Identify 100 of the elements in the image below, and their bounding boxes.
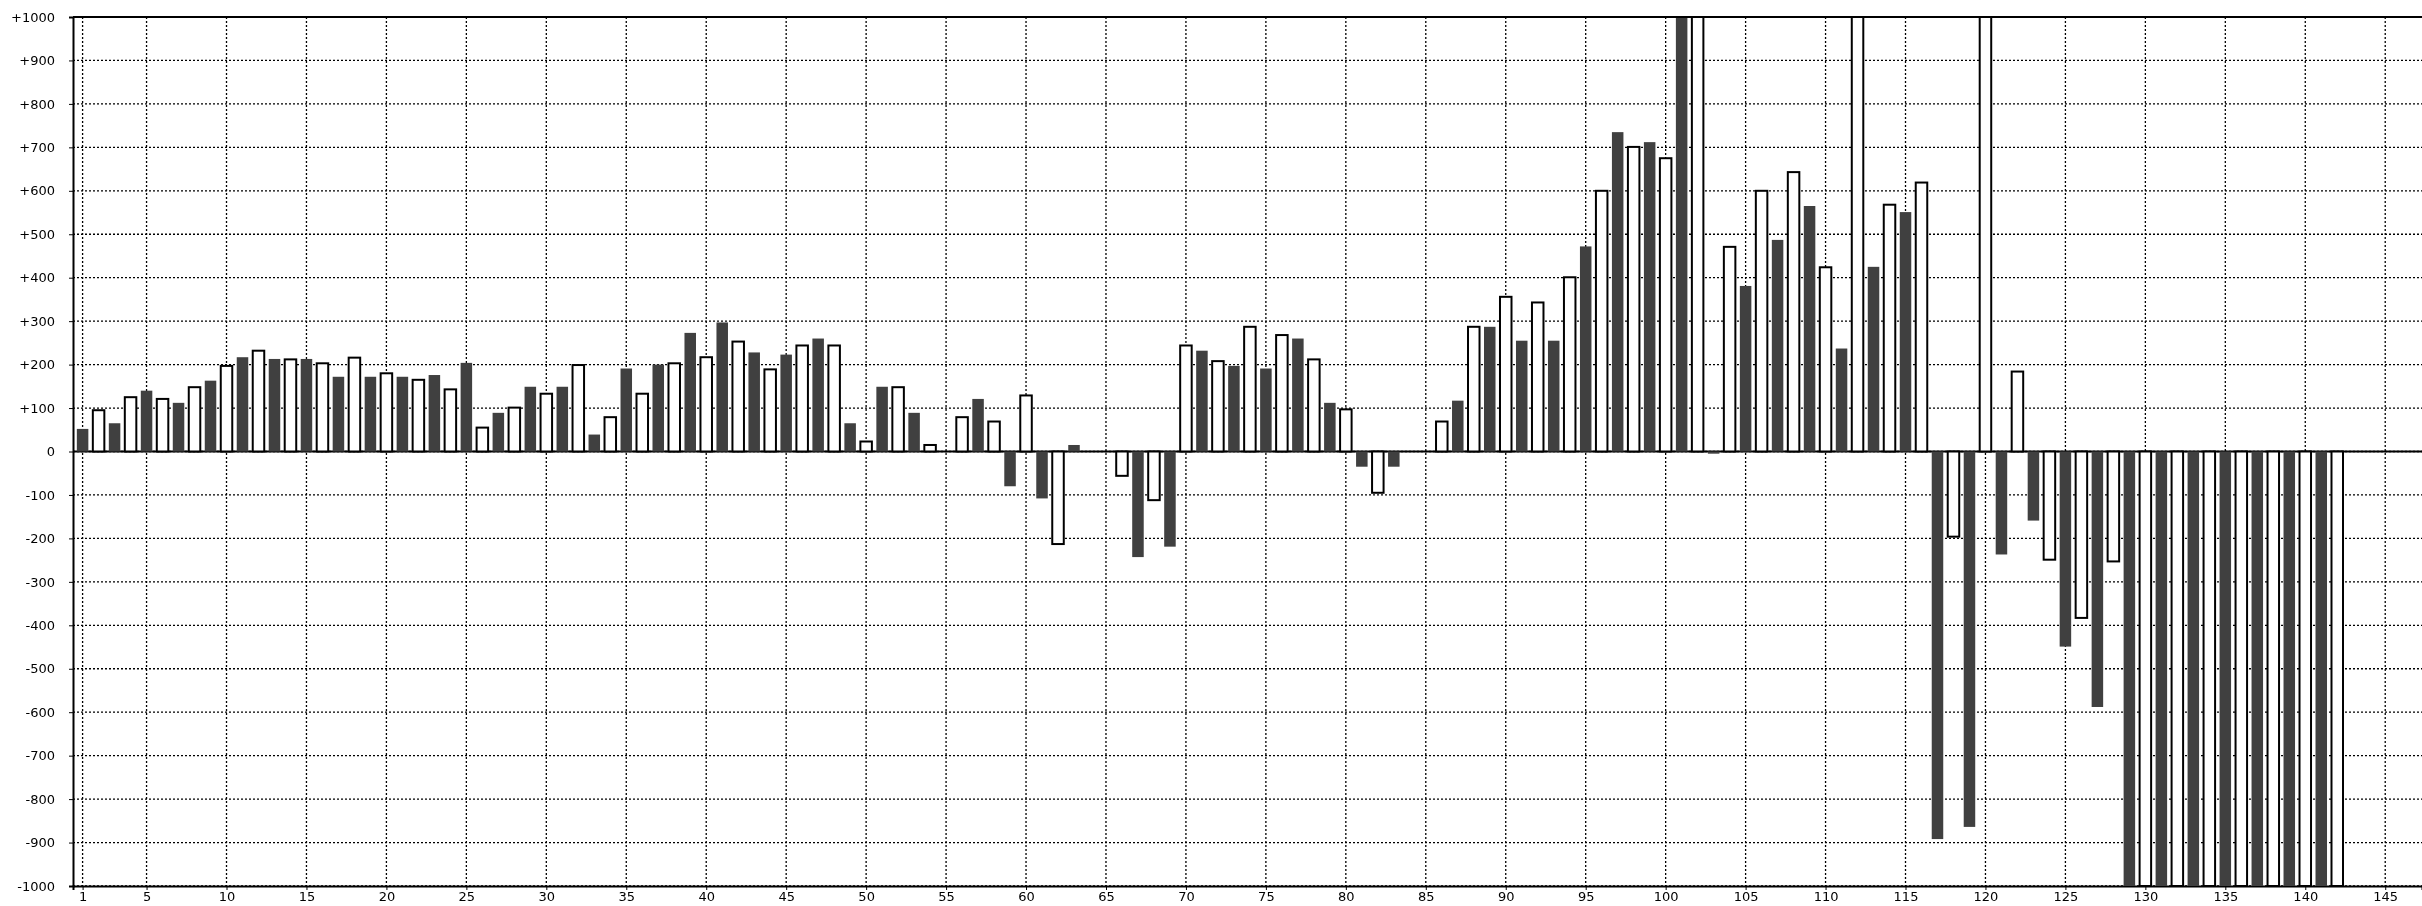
y-tick-label: +500: [19, 226, 55, 242]
bar: [492, 412, 505, 452]
bar: [2091, 451, 2104, 707]
bar: [1995, 451, 2008, 555]
x-tick-label: 90: [1497, 889, 1515, 905]
bar: [1899, 212, 1912, 452]
y-tick-label: +200: [19, 357, 55, 373]
bar: [524, 386, 537, 452]
bar: [2251, 451, 2264, 886]
bar: [620, 368, 633, 452]
x-tick-label: 140: [2293, 889, 2319, 905]
bar: [1036, 451, 1048, 499]
x-tick-label: 10: [218, 889, 236, 905]
y-tick-label: 0: [46, 444, 55, 460]
y-tick-label: -100: [25, 487, 55, 503]
bar: [1547, 340, 1560, 452]
y-tick-label: -1000: [17, 878, 55, 894]
x-tick-label: 35: [618, 889, 636, 905]
bar: [1771, 239, 1784, 452]
bar: [1611, 132, 1624, 452]
bar: [1292, 338, 1304, 452]
bar: [908, 412, 920, 452]
bar: [1515, 340, 1528, 452]
bar: [972, 398, 984, 452]
y-tick-label: -700: [25, 748, 55, 764]
x-tick-label: 115: [1893, 889, 1919, 905]
bar: [2155, 451, 2168, 886]
bar: [1579, 246, 1592, 452]
y-tick-label: +900: [19, 53, 55, 69]
x-tick-label: 110: [1813, 889, 1839, 905]
y-tick-label: -600: [25, 704, 55, 720]
bar: [1963, 451, 1976, 827]
y-tick-label: +400: [19, 270, 55, 286]
bar: [1643, 142, 1656, 452]
y-tick-label: -800: [25, 791, 55, 807]
bar: [812, 338, 824, 452]
x-tick-label: 70: [1178, 889, 1195, 905]
y-tick-label: +600: [19, 183, 55, 199]
bar: [652, 364, 665, 452]
x-tick-label: 65: [1098, 889, 1115, 905]
x-tick-label: 25: [458, 889, 476, 905]
x-tick-label: 15: [298, 889, 316, 905]
bar: [140, 390, 153, 452]
y-tick-label: -200: [25, 531, 55, 547]
bar: [2123, 451, 2136, 886]
bar: [236, 357, 249, 452]
x-tick-label: 125: [2053, 889, 2079, 905]
bar: [1228, 365, 1240, 452]
x-tick-label: 100: [1653, 889, 1679, 905]
y-tick-label: -300: [25, 574, 55, 590]
y-tick-label: +700: [19, 140, 55, 156]
y-tick-label: +100: [19, 400, 55, 416]
x-tick-label: 145: [2373, 889, 2399, 905]
bar: [364, 376, 377, 452]
bar: [1388, 451, 1400, 467]
bar: [300, 358, 313, 452]
bar: [1803, 206, 1816, 452]
bar: [1068, 444, 1080, 452]
x-tick-label: 80: [1338, 889, 1355, 905]
bar: [268, 358, 281, 452]
bar: [1196, 350, 1208, 452]
x-tick-label: 120: [1973, 889, 1999, 905]
x-tick-label: 75: [1258, 889, 1275, 905]
bar: [2315, 451, 2328, 886]
y-tick-label: +800: [19, 96, 55, 112]
bar: [1324, 402, 1336, 452]
x-tick-label: 105: [1733, 889, 1759, 905]
bar: [1356, 451, 1368, 467]
bar: [2283, 451, 2296, 886]
bar: [2027, 451, 2040, 521]
bar: [556, 386, 569, 452]
x-tick-label: 1: [78, 889, 88, 905]
x-tick-label: 50: [858, 889, 875, 905]
bar: [780, 354, 792, 452]
x-tick-label: 95: [1577, 889, 1595, 905]
x-tick-label: 130: [2133, 889, 2159, 905]
x-tick-label: 60: [1018, 889, 1035, 905]
x-tick-label: 30: [538, 889, 556, 905]
bar: [684, 332, 696, 452]
bar: [1452, 400, 1464, 452]
x-tick-label: 5: [142, 889, 152, 905]
bar: [588, 434, 601, 452]
bar: [2187, 451, 2200, 886]
y-tick-label: -400: [25, 617, 55, 633]
bar: [204, 380, 217, 452]
bar: [748, 352, 760, 452]
x-tick-label: 135: [2213, 889, 2239, 905]
bar: [1132, 451, 1144, 558]
x-tick-label: 85: [1418, 889, 1435, 905]
bar: [1835, 348, 1848, 452]
y-tick-label: +1000: [11, 9, 55, 25]
bar: [108, 423, 121, 452]
bar: [1484, 326, 1496, 452]
bar: [396, 376, 409, 452]
x-tick-label: 55: [938, 889, 955, 905]
bar: [876, 386, 888, 452]
bar: [1004, 451, 1016, 487]
bar: [1739, 285, 1752, 452]
bar: [460, 362, 473, 452]
bar: [1164, 451, 1176, 547]
